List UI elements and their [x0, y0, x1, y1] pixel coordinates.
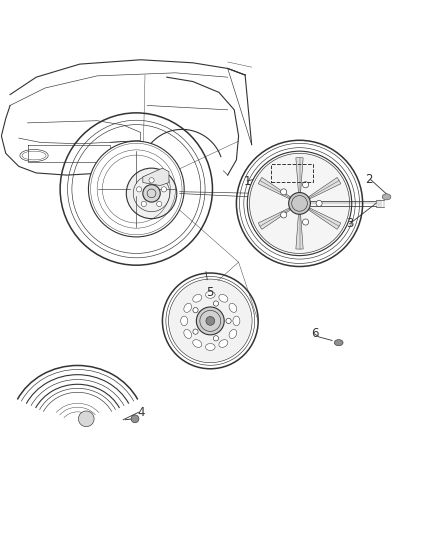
- Text: 3: 3: [346, 217, 353, 230]
- Polygon shape: [296, 214, 303, 249]
- Ellipse shape: [205, 292, 215, 298]
- Circle shape: [303, 219, 309, 225]
- Circle shape: [78, 411, 94, 426]
- Ellipse shape: [219, 294, 228, 302]
- Polygon shape: [308, 177, 341, 199]
- Polygon shape: [143, 168, 169, 185]
- Circle shape: [281, 212, 287, 218]
- Ellipse shape: [193, 340, 202, 348]
- Circle shape: [303, 182, 309, 188]
- Text: 4: 4: [137, 406, 145, 419]
- Text: 6: 6: [311, 327, 318, 341]
- Text: 2: 2: [365, 173, 373, 186]
- Circle shape: [289, 192, 311, 214]
- Circle shape: [196, 307, 224, 335]
- Circle shape: [88, 141, 184, 237]
- Circle shape: [126, 168, 177, 219]
- Ellipse shape: [184, 329, 191, 338]
- Circle shape: [137, 187, 142, 192]
- Ellipse shape: [184, 303, 191, 312]
- Circle shape: [247, 151, 352, 256]
- Circle shape: [213, 336, 219, 341]
- Ellipse shape: [205, 344, 215, 351]
- Circle shape: [316, 200, 322, 206]
- Circle shape: [161, 187, 166, 192]
- Circle shape: [213, 301, 219, 306]
- Circle shape: [143, 184, 160, 202]
- Ellipse shape: [229, 329, 237, 338]
- Circle shape: [157, 201, 162, 207]
- Polygon shape: [258, 208, 291, 229]
- Circle shape: [131, 415, 139, 423]
- Text: 5: 5: [207, 286, 214, 299]
- Ellipse shape: [181, 316, 187, 326]
- Circle shape: [281, 189, 287, 195]
- Ellipse shape: [229, 303, 237, 312]
- Circle shape: [193, 329, 198, 334]
- Ellipse shape: [334, 340, 343, 346]
- Polygon shape: [258, 177, 291, 199]
- Ellipse shape: [219, 340, 228, 348]
- Circle shape: [141, 201, 146, 207]
- Ellipse shape: [193, 294, 202, 302]
- Circle shape: [193, 308, 198, 313]
- Ellipse shape: [382, 194, 391, 200]
- Circle shape: [170, 280, 251, 362]
- Ellipse shape: [233, 316, 240, 326]
- Polygon shape: [308, 208, 341, 229]
- Polygon shape: [296, 158, 303, 192]
- Text: 1: 1: [244, 175, 251, 188]
- Circle shape: [206, 317, 215, 325]
- Circle shape: [149, 177, 154, 183]
- Circle shape: [226, 318, 231, 324]
